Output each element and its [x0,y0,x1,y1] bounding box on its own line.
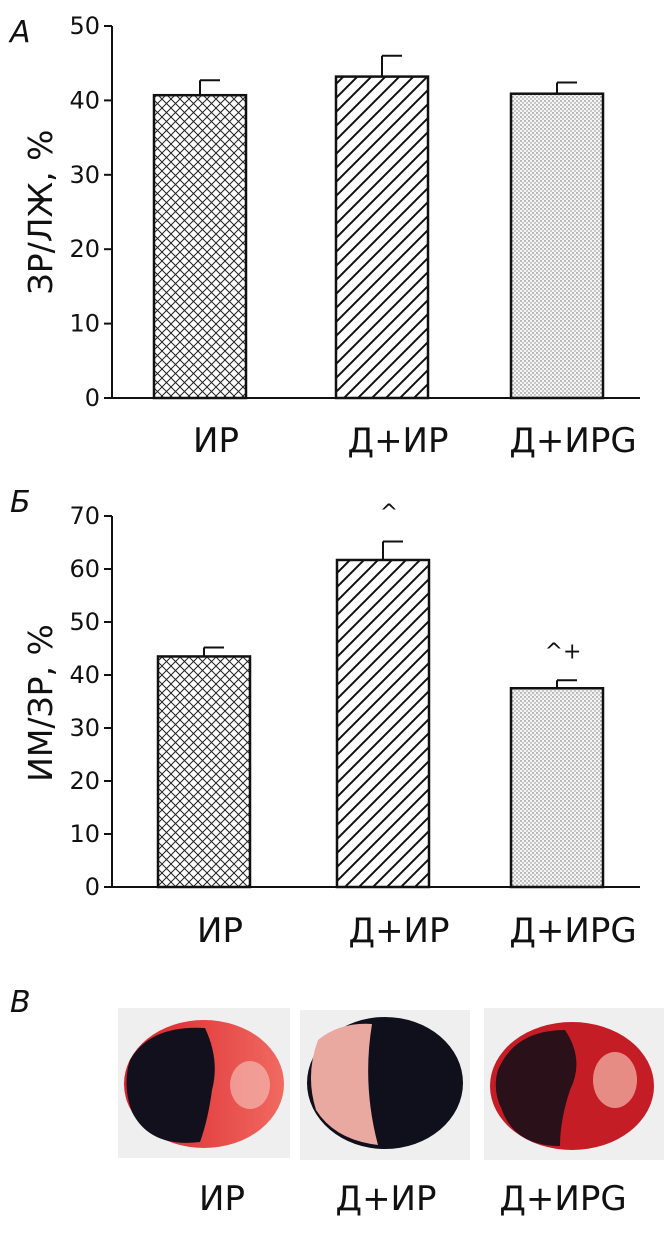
y-tick-label: 70 [69,502,100,530]
bar-1 [156,655,252,889]
heart-photo-2 [300,1010,470,1160]
bar-2 [334,75,430,400]
bar-1 [152,93,248,400]
category-label: Д+ИРG [509,421,636,461]
heart-photo-3 [484,1008,664,1160]
panel-a-chart: А ЗР/ЛЖ, % 0 10 20 30 40 50 ИР Д+ИР Д+ИРG [8,12,640,461]
panel-b-bars: ^ ^+ [156,500,605,889]
bar-3 [509,687,605,889]
y-tick-label: 40 [69,86,100,114]
panel-v-label: В [10,985,31,1020]
category-label: Д+ИРG [509,911,636,951]
y-tick-label: 10 [69,310,100,338]
y-tick-label: 60 [69,555,100,583]
y-tick-label: 10 [69,820,100,848]
y-tick-label: 0 [85,873,100,901]
panel-a-bars [152,54,605,400]
category-label: Д+ИР [348,421,449,461]
y-tick-label: 30 [69,161,100,189]
y-tick-label: 20 [69,235,100,263]
y-tick-label: 30 [69,714,100,742]
category-label: Д+ИР [349,911,450,951]
panel-b-label: Б [10,485,31,520]
photo-label-1: ИР [199,1179,245,1219]
bar-2 [335,558,431,889]
y-tick-label: 20 [69,767,100,795]
y-tick-label: 50 [69,608,100,636]
y-tick-label: 40 [69,661,100,689]
photo-label-3: Д+ИРG [499,1179,626,1219]
panel-b-chart: Б ИМ/ЗР, % 0 10 20 30 40 50 60 70 ^ ^+ ИР Д+ИР Д+И… [10,485,640,951]
panel-b-categories: ИР Д+ИР Д+ИРG [197,911,637,951]
panel-v-photos: В ИР Д+ИР Д+ИРG [10,985,664,1219]
photo-label-2: Д+ИР [336,1179,437,1219]
bar-3 [509,92,605,400]
category-label: ИР [197,911,243,951]
panel-a-ylabel: ЗР/ЛЖ, % [21,130,60,295]
y-tick-label: 0 [85,384,100,412]
y-tick-label: 50 [69,12,100,40]
bar-annotation: ^+ [545,639,582,664]
heart-photo-1 [118,1008,290,1158]
category-label: ИР [193,421,239,461]
bar-annotation: ^ [380,500,398,525]
panel-a-categories: ИР Д+ИР Д+ИРG [193,421,637,461]
panel-a-label: А [8,15,31,50]
panel-b-ylabel: ИМ/ЗР, % [21,624,60,782]
